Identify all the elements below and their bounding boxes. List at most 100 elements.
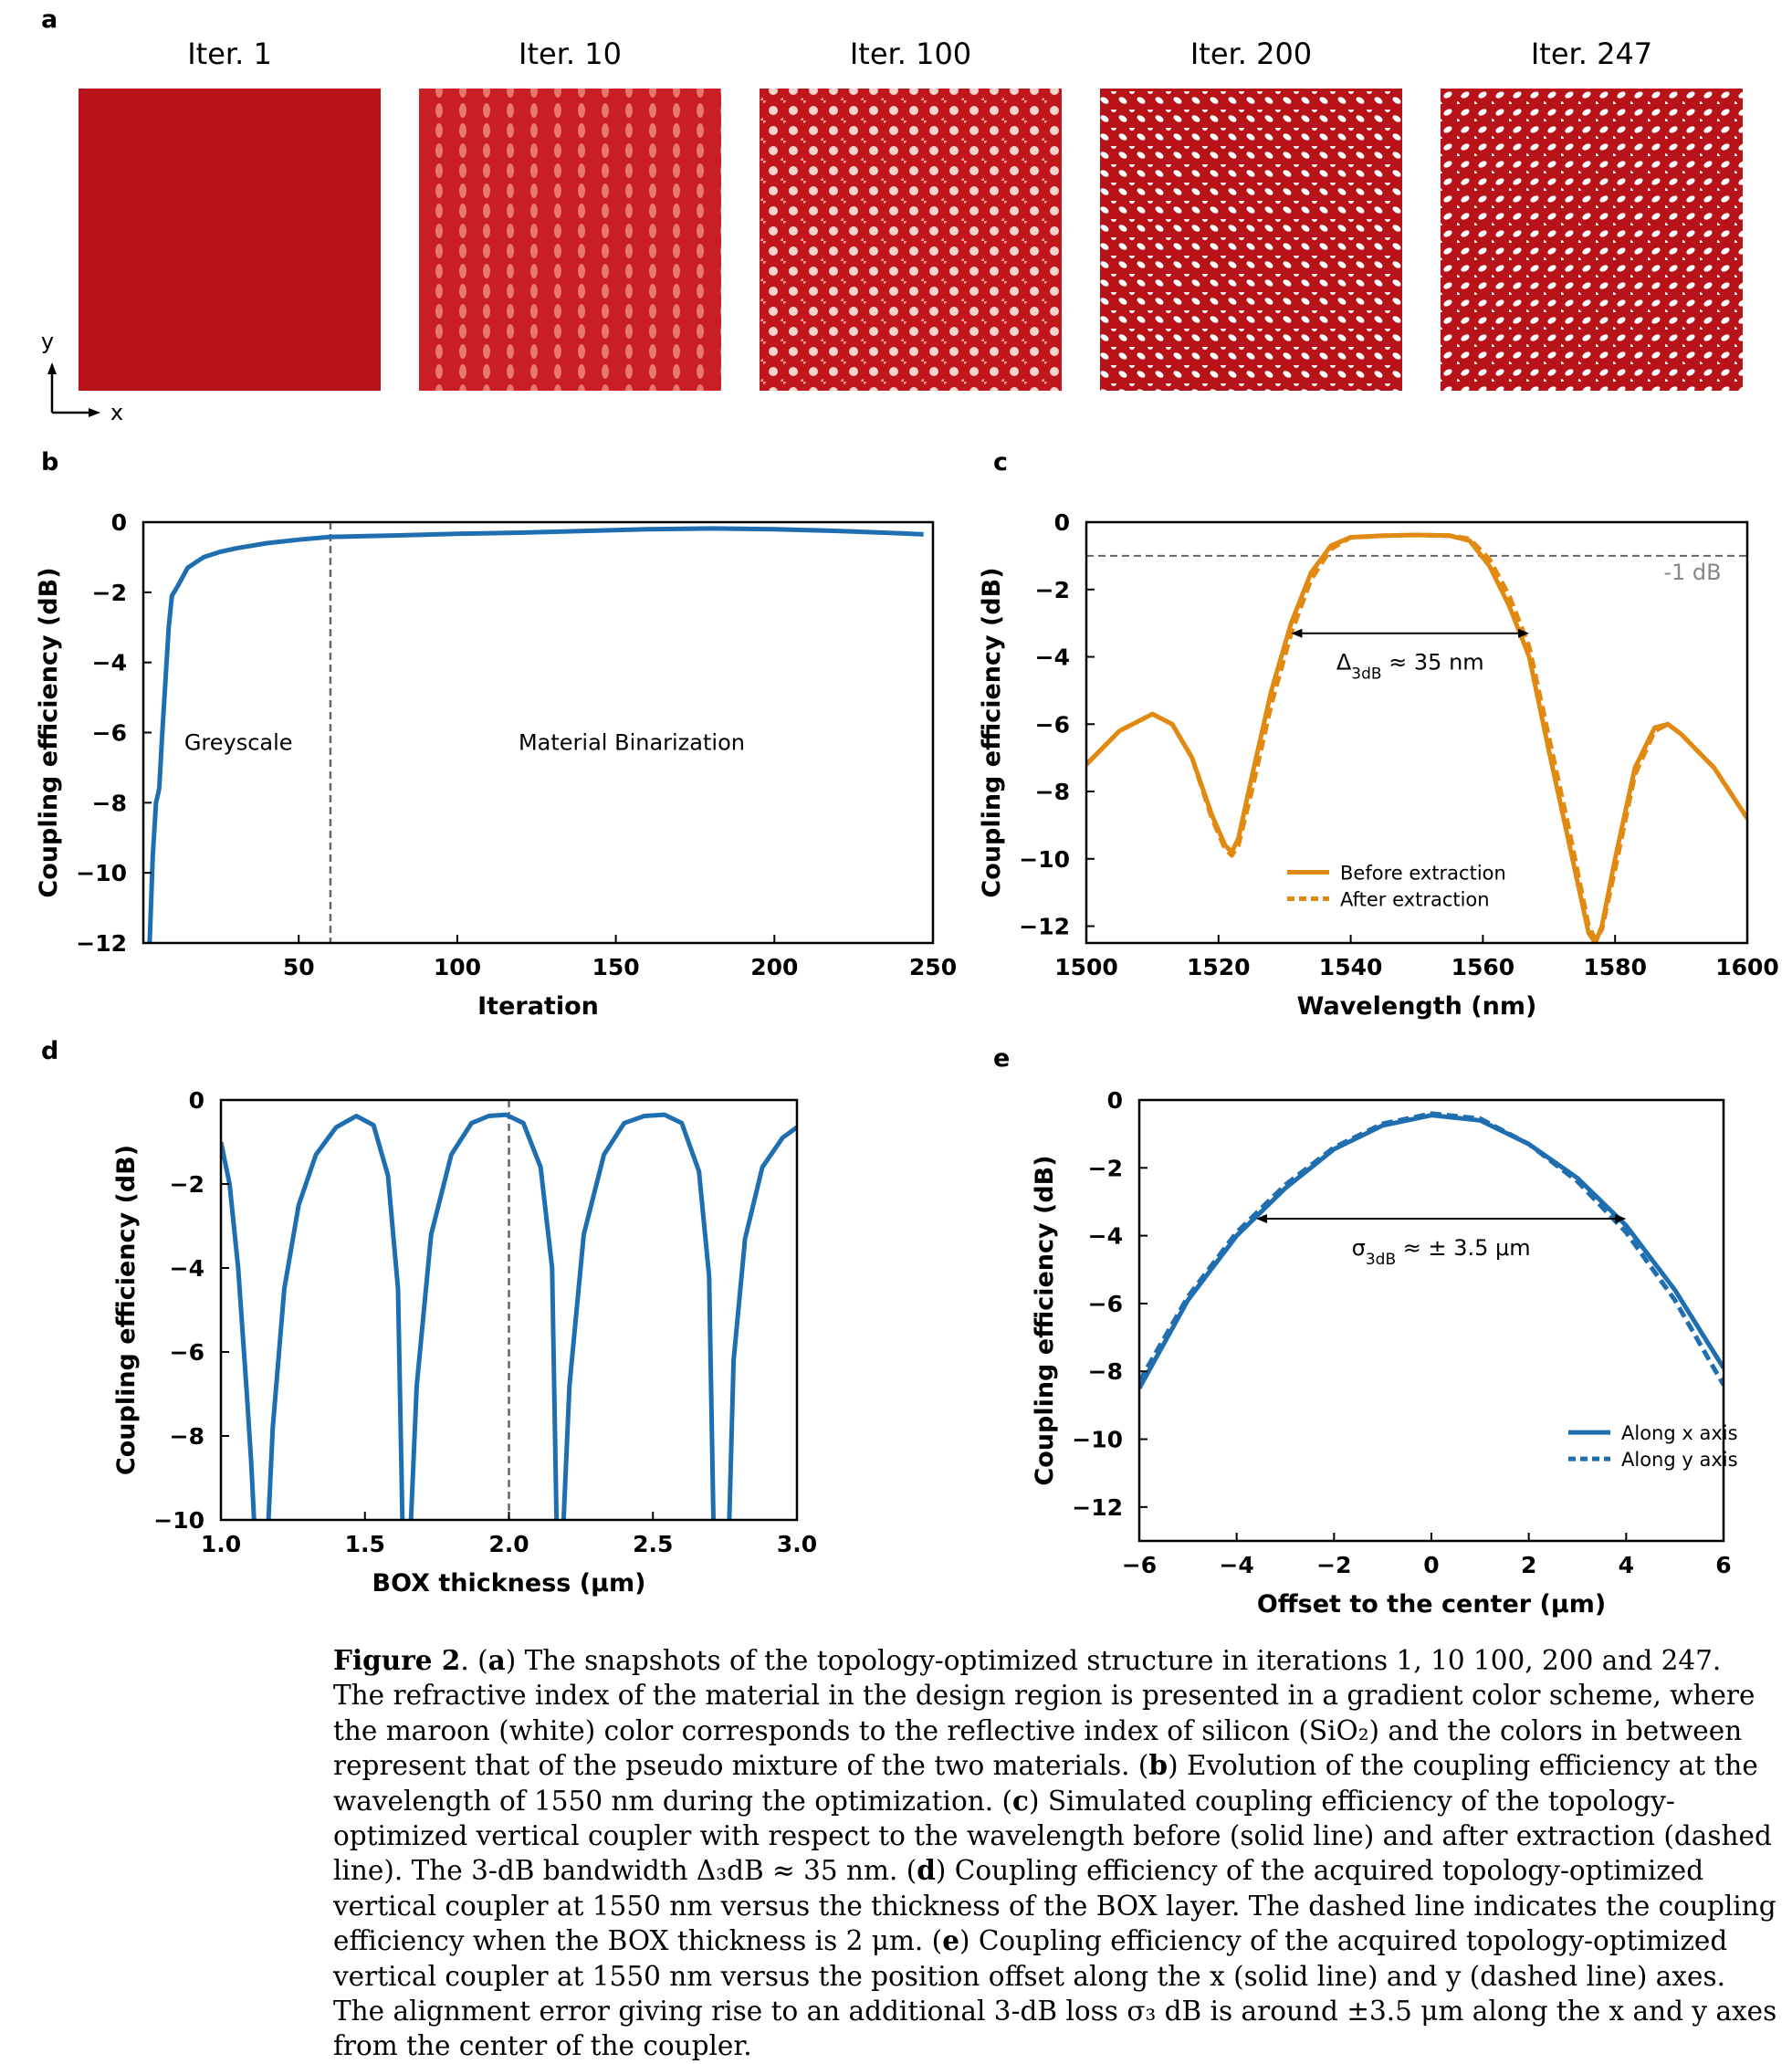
snapshot-label: Iter. 200 bbox=[1190, 37, 1312, 71]
x-tick-label: 50 bbox=[283, 954, 315, 980]
snapshot-image bbox=[419, 89, 721, 391]
y-tick-label: 0 bbox=[1107, 1087, 1123, 1114]
y-tick-label: −6 bbox=[1035, 711, 1070, 738]
x-tick-label: 1.5 bbox=[345, 1531, 385, 1557]
x-axis-label: Wavelength (nm) bbox=[1297, 992, 1537, 1021]
arrowhead-left-icon bbox=[1291, 628, 1303, 638]
x-tick-label: 1540 bbox=[1319, 954, 1383, 980]
x-tick-label: 2 bbox=[1521, 1552, 1536, 1578]
bandwidth-subscript: 3dB bbox=[1351, 665, 1381, 684]
y-axis-label: Coupling efficiency (dB) bbox=[978, 567, 1006, 897]
panel-a-letter: a bbox=[41, 5, 58, 34]
x-axis-label: Iteration bbox=[477, 992, 599, 1021]
y-tick-label: −2 bbox=[1035, 577, 1070, 603]
x-tick-label: −6 bbox=[1122, 1552, 1157, 1578]
plot-frame bbox=[1137, 1098, 1725, 1543]
caption-panel-ref: c bbox=[1011, 1784, 1029, 1817]
x-tick-label: 100 bbox=[434, 954, 481, 980]
y-axis-label: Coupling efficiency (dB) bbox=[112, 1145, 141, 1475]
y-tick-label: −6 bbox=[1088, 1291, 1123, 1317]
snapshot-image bbox=[1100, 89, 1402, 391]
region-annotation: Material Binarization bbox=[519, 730, 745, 756]
x-tick-label: 3.0 bbox=[777, 1531, 817, 1557]
plot-frame bbox=[1085, 520, 1749, 945]
y-tick-label: −4 bbox=[1035, 644, 1070, 671]
chart-d: d 1.0 1.5 2.0 2.5 3.0 0 −2 −4 −6 −8 −10 BOX thicknes… bbox=[41, 1037, 817, 1598]
axis-y-label: y bbox=[41, 329, 54, 354]
legend-entry: Before extraction bbox=[1340, 863, 1506, 885]
arrowhead-left-icon bbox=[1256, 1214, 1267, 1224]
y-tick-label: −6 bbox=[170, 1339, 204, 1366]
bandwidth-symbol: σ bbox=[1352, 1235, 1366, 1261]
x-tick-label: −2 bbox=[1316, 1552, 1351, 1578]
snapshot-image bbox=[79, 89, 381, 391]
bandwidth-symbol: Δ bbox=[1336, 650, 1352, 676]
y-tick-label: −12 bbox=[1072, 1494, 1123, 1521]
figure-2: a Iter. 1 Iter. 10 Iter. 100 Iter. 200 Iter.… bbox=[35, 5, 1779, 1619]
legend-entry: Along y axis bbox=[1621, 1449, 1738, 1471]
y-tick-label: 0 bbox=[111, 509, 127, 536]
snapshot-label: Iter. 1 bbox=[187, 37, 272, 71]
x-arrow-icon bbox=[89, 408, 100, 417]
x-tick-label: 6 bbox=[1715, 1552, 1731, 1578]
caption-panel-ref: e bbox=[942, 1924, 959, 1957]
snapshot-row: Iter. 1 Iter. 10 Iter. 100 Iter. 200 Iter. 2… bbox=[79, 37, 1743, 391]
y-tick-label: −4 bbox=[92, 650, 127, 676]
snapshot-image bbox=[760, 89, 1062, 391]
snapshot-image bbox=[1441, 89, 1743, 391]
caption-text: . ( bbox=[460, 1645, 488, 1676]
y-tick-label: −10 bbox=[1072, 1427, 1123, 1453]
y-tick-label: 0 bbox=[189, 1087, 204, 1114]
caption-panel-ref: d bbox=[917, 1854, 936, 1887]
caption-text: ) The snapshots of the topology-optimize… bbox=[333, 1645, 1755, 1782]
axis-x-label: x bbox=[110, 400, 123, 425]
axis-indicator: y x bbox=[41, 329, 123, 425]
x-tick-label: 4 bbox=[1619, 1552, 1634, 1578]
y-tick-label: −4 bbox=[170, 1255, 204, 1282]
series-line-1 bbox=[221, 1112, 797, 1520]
x-tick-label: 2.5 bbox=[633, 1531, 673, 1557]
caption-panel-ref: b bbox=[1148, 1749, 1168, 1782]
bandwidth-value: ≈ ± 3.5 μm bbox=[1396, 1235, 1531, 1261]
y-tick-label: −12 bbox=[76, 930, 127, 957]
x-tick-label: 1600 bbox=[1715, 954, 1779, 980]
caption-text: ) Evolution of the coupling efficiency a… bbox=[333, 1750, 1758, 1817]
legend-entry: Along x axis bbox=[1621, 1422, 1738, 1444]
x-tick-label: 1580 bbox=[1583, 954, 1647, 980]
caption-panel-ref: a bbox=[487, 1644, 506, 1676]
bandwidth-label: σ3dB ≈ ± 3.5 μm bbox=[1352, 1235, 1531, 1269]
chart-c: c -1 dB 1500 1520 1540 1560 1580 1600 0 −2 −4 −6 −8 −… bbox=[978, 448, 1779, 1021]
series-line-1 bbox=[147, 526, 924, 943]
x-tick-label: 0 bbox=[1423, 1552, 1439, 1578]
snapshot-label: Iter. 10 bbox=[519, 37, 622, 71]
arrowhead-right-icon bbox=[1518, 628, 1530, 638]
caption-text: ) Simulated coupling efficiency of the t… bbox=[333, 1785, 1772, 1887]
x-axis-label: BOX thickness (μm) bbox=[372, 1569, 646, 1598]
x-axis-label: Offset to the center (μm) bbox=[1257, 1590, 1606, 1619]
y-tick-label: −6 bbox=[92, 720, 127, 747]
y-arrow-icon bbox=[47, 362, 57, 374]
y-tick-label: −2 bbox=[170, 1171, 204, 1198]
panel-letter: b bbox=[41, 448, 58, 477]
x-tick-label: −4 bbox=[1219, 1552, 1253, 1578]
x-tick-label: 1500 bbox=[1054, 954, 1118, 980]
x-tick-label: 2.0 bbox=[488, 1531, 529, 1557]
series-line-2 bbox=[1139, 1111, 1724, 1387]
bandwidth-value: ≈ 35 nm bbox=[1382, 650, 1484, 676]
y-tick-label: −10 bbox=[153, 1507, 204, 1534]
hline-label: -1 dB bbox=[1663, 560, 1721, 585]
snapshot-label: Iter. 247 bbox=[1531, 37, 1652, 71]
x-tick-label: 200 bbox=[750, 954, 798, 980]
panel-letter: e bbox=[993, 1044, 1010, 1073]
y-tick-label: −2 bbox=[92, 580, 127, 606]
arrowhead-right-icon bbox=[1615, 1214, 1627, 1224]
legend-entry: After extraction bbox=[1340, 889, 1490, 911]
y-tick-label: −8 bbox=[1035, 779, 1070, 805]
y-tick-label: −4 bbox=[1088, 1223, 1123, 1250]
region-annotation: Greyscale bbox=[184, 730, 293, 756]
snapshot-label: Iter. 100 bbox=[850, 37, 971, 71]
y-tick-label: −8 bbox=[92, 790, 127, 816]
caption-label: Figure 2 bbox=[333, 1644, 461, 1676]
series-line-2 bbox=[1086, 532, 1747, 942]
y-axis-label: Coupling efficiency (dB) bbox=[35, 567, 63, 897]
